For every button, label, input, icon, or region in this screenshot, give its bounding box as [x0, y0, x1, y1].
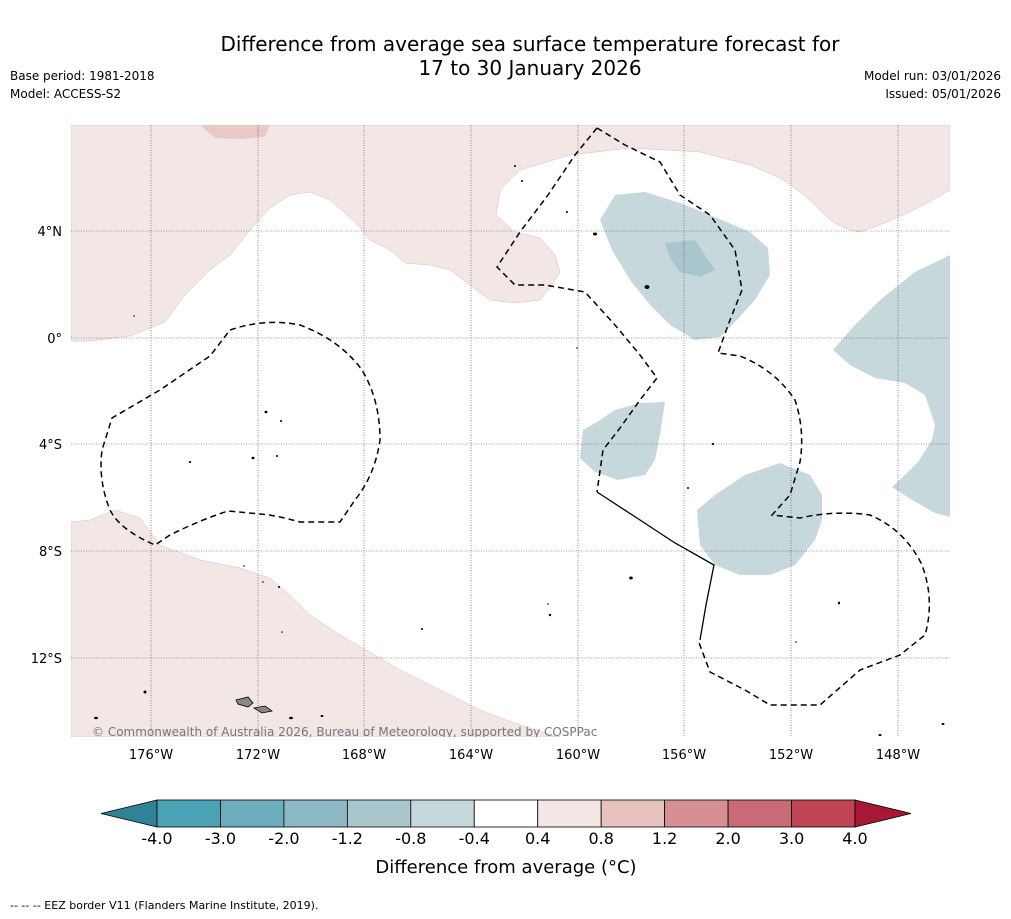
island — [566, 211, 568, 213]
island — [133, 315, 135, 317]
lat-label: 0° — [47, 332, 62, 347]
island — [281, 631, 283, 633]
island — [264, 410, 268, 414]
island — [280, 420, 282, 422]
latitude-labels: 4°N 0° 4°S 8°S 12°S — [31, 225, 62, 667]
island — [941, 723, 945, 725]
eez-tuvalu-tokelau — [100, 321, 381, 546]
cool-anomaly-region-east — [833, 255, 950, 517]
island — [251, 456, 255, 460]
eez-borders — [100, 127, 931, 706]
longitude-labels: 176°W 172°W 168°W 164°W 160°W 156°W 152°… — [129, 748, 920, 763]
island — [243, 565, 245, 567]
colorbar-extend-min — [100, 799, 158, 828]
title-line-1: Difference from average sea surface temp… — [220, 32, 840, 56]
lon-label: 156°W — [662, 748, 706, 763]
warm-anomaly-patch-top — [200, 125, 270, 139]
colorbar-tick-label: -3.0 — [205, 829, 236, 848]
eez-boundary-solid — [596, 491, 715, 641]
warm-anomaly-region-south — [71, 509, 561, 737]
island — [320, 715, 324, 717]
islands — [94, 165, 945, 736]
island — [94, 716, 98, 720]
island — [548, 613, 552, 617]
title-line-2: 17 to 30 January 2026 — [418, 56, 642, 80]
lat-label: 12°S — [31, 652, 62, 667]
colorbar-segment — [727, 799, 792, 828]
lon-label: 172°W — [236, 748, 280, 763]
cool-anomaly-core — [665, 240, 715, 277]
colorbar-segment — [220, 799, 285, 828]
colorbar-title: Difference from average (°C) — [375, 857, 636, 878]
colorbar-tick-label: -0.4 — [459, 829, 490, 848]
colorbar-segment — [664, 799, 729, 828]
eez-kiribati-east — [596, 127, 931, 706]
island — [878, 734, 882, 736]
colorbar-tick-label: 0.8 — [588, 829, 613, 848]
colorbar-segment — [791, 799, 856, 828]
base-period: Base period: 1981-2018 — [10, 69, 155, 83]
colorbar-tick-label: 3.0 — [779, 829, 804, 848]
island — [711, 443, 715, 445]
meta-right: Model run: 03/01/2026 Issued: 05/01/2026 — [864, 67, 1001, 103]
lat-label: 8°S — [39, 545, 62, 560]
island — [576, 347, 578, 349]
colorbar-segment — [537, 799, 602, 828]
model-name: Model: ACCESS-S2 — [10, 87, 122, 101]
lon-label: 176°W — [129, 748, 173, 763]
colorbar-tick-label: 4.0 — [842, 829, 867, 848]
island — [629, 576, 633, 580]
island — [593, 232, 597, 236]
gridlines — [71, 125, 950, 737]
map-area: © Commonwealth of Australia 2026, Bureau… — [71, 125, 950, 739]
lon-label: 168°W — [342, 748, 386, 763]
colorbar-tick-label: -4.0 — [141, 829, 172, 848]
chart-title: Difference from average sea surface temp… — [180, 32, 880, 80]
colorbar-segment — [346, 799, 412, 828]
island — [795, 641, 797, 643]
island — [143, 690, 147, 694]
colorbar: -4.0 -3.0 -2.0 -1.2 -0.8 -0.4 0.4 0.8 1.2 2.0 3.0 4… — [100, 799, 912, 848]
samoa-island-large — [235, 696, 254, 708]
island — [644, 285, 650, 289]
colorbar-segment — [283, 799, 348, 828]
samoa-island-small — [252, 705, 273, 714]
colorbar-segment — [473, 799, 539, 828]
colorbar-extend-max — [854, 799, 912, 828]
island — [547, 603, 549, 605]
warm-anomaly-region-north — [71, 125, 950, 342]
island — [687, 487, 689, 489]
map-credit: © Commonwealth of Australia 2026, Bureau… — [92, 725, 597, 739]
issued-date: Issued: 05/01/2026 — [885, 87, 1001, 101]
colorbar-tick-label: 1.2 — [652, 829, 677, 848]
lon-label: 164°W — [449, 748, 493, 763]
eez-kiribati — [496, 127, 658, 493]
lon-label: 160°W — [556, 748, 600, 763]
island — [421, 628, 423, 630]
meta-left: Base period: 1981-2018 Model: ACCESS-S2 — [10, 67, 155, 103]
colorbar-tick-label: -0.8 — [395, 829, 426, 848]
colorbar-tick-label: 2.0 — [715, 829, 740, 848]
colorbar-tick-label: -1.2 — [332, 829, 363, 848]
eez-footnote: -- -- -- EEZ border V11 (Flanders Marine… — [10, 899, 319, 912]
lon-label: 148°W — [876, 748, 920, 763]
island — [278, 586, 280, 588]
model-run: Model run: 03/01/2026 — [863, 69, 1001, 83]
lat-label: 4°S — [39, 438, 62, 453]
island — [514, 165, 516, 167]
colorbar-tick-label: 0.4 — [525, 829, 550, 848]
lat-label: 4°N — [38, 225, 63, 240]
island — [521, 180, 523, 182]
colorbar-tick-label: -2.0 — [268, 829, 299, 848]
colorbar-segment — [600, 799, 666, 828]
island — [188, 461, 192, 463]
colorbar-segment — [156, 799, 221, 828]
colorbar-segment — [410, 799, 475, 828]
island — [838, 601, 840, 605]
lon-label: 152°W — [769, 748, 813, 763]
island — [289, 716, 293, 720]
island — [262, 581, 264, 583]
island — [276, 455, 278, 457]
